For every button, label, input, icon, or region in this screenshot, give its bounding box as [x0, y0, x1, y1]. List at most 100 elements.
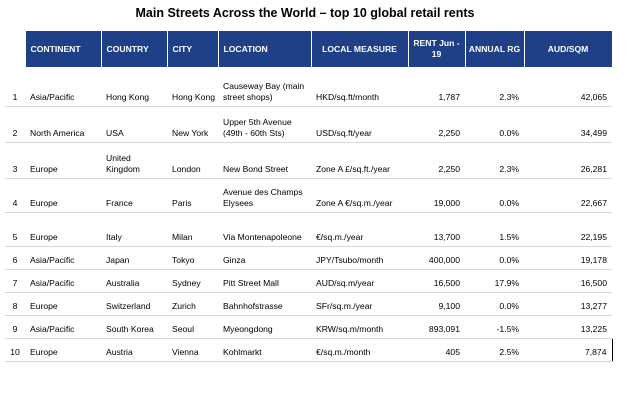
location-cell: Via Montenapoleone — [218, 212, 311, 247]
rank-cell: 3 — [5, 142, 25, 179]
country-cell: France — [101, 178, 167, 213]
country-header: COUNTRY — [101, 31, 168, 67]
rent-cell: 2,250 — [408, 106, 465, 143]
rank-cell: 10 — [5, 338, 25, 362]
continent-cell: Asia/Pacific — [25, 246, 101, 270]
measure-cell: Zone A £/sq.ft./year — [311, 142, 408, 179]
city-cell: Vienna — [167, 338, 218, 362]
measure-cell: KRW/sq.m/month — [311, 315, 408, 339]
aud-sqm-cell: 34,499 — [524, 106, 612, 143]
continent-cell: Asia/Pacific — [25, 67, 101, 107]
rent-cell: 19,000 — [408, 178, 465, 213]
location-cell: Bahnhofstrasse — [218, 292, 311, 316]
annual-rg-cell: 0.0% — [465, 246, 524, 270]
aud-sqm-cell: 26,281 — [524, 142, 612, 179]
measure-cell: €/sq.m./year — [311, 212, 408, 247]
annual-rg-cell: 1.5% — [465, 212, 524, 247]
table-row: 4 Europe France Paris Avenue des Champs … — [5, 178, 612, 213]
annual-rg-cell: 0.0% — [465, 106, 524, 143]
location-cell: Avenue des Champs Elysees — [218, 178, 311, 213]
city-cell: London — [167, 142, 218, 179]
table-row: 6 Asia/Pacific Japan Tokyo Ginza JPY/Tsu… — [5, 246, 612, 270]
rank-cell: 4 — [5, 178, 25, 213]
rent-cell: 13,700 — [408, 212, 465, 247]
aud-sqm-cell: 19,178 — [524, 246, 612, 270]
continent-header: CONTINENT — [25, 31, 102, 67]
continent-cell: Europe — [25, 142, 101, 179]
city-cell: Zurich — [167, 292, 218, 316]
measure-cell: SFr/sq.m./year — [311, 292, 408, 316]
rank-cell: 5 — [5, 212, 25, 247]
city-cell: Paris — [167, 178, 218, 213]
aud-sqm-header: AUD/SQM — [524, 31, 613, 67]
page-title: Main Streets Across the World – top 10 g… — [135, 6, 475, 20]
measure-cell: JPY/Tsubo/month — [311, 246, 408, 270]
continent-cell: Asia/Pacific — [25, 315, 101, 339]
annual-rg-header: ANNUAL RG — [465, 31, 525, 67]
country-cell: USA — [101, 106, 167, 143]
rent-cell: 1,787 — [408, 67, 465, 107]
country-cell: United Kingdom — [101, 142, 167, 179]
location-cell: Myeongdong — [218, 315, 311, 339]
retail-rents-table: CONTINENT COUNTRY CITY LOCATION LOCAL ME… — [5, 31, 613, 362]
measure-header: LOCAL MEASURE — [311, 31, 409, 67]
measure-cell: Zone A €/sq.m./year — [311, 178, 408, 213]
annual-rg-cell: -1.5% — [465, 315, 524, 339]
rank-cell: 6 — [5, 246, 25, 270]
annual-rg-cell: 2.3% — [465, 67, 524, 107]
rent-cell: 2,250 — [408, 142, 465, 179]
location-cell: Upper 5th Avenue (49th - 60th Sts) — [218, 106, 311, 143]
location-cell: Pitt Street Mall — [218, 269, 311, 293]
measure-cell: €/sq.m./month — [311, 338, 408, 362]
rank-cell: 2 — [5, 106, 25, 143]
aud-sqm-cell: 13,225 — [524, 315, 612, 339]
continent-cell: Europe — [25, 178, 101, 213]
measure-cell: USD/sq.ft/year — [311, 106, 408, 143]
annual-rg-cell: 17.9% — [465, 269, 524, 293]
table-row: 1 Asia/Pacific Hong Kong Hong Kong Cause… — [5, 67, 612, 107]
continent-cell: Europe — [25, 212, 101, 247]
rank-cell: 9 — [5, 315, 25, 339]
aud-sqm-cell: 42,065 — [524, 67, 612, 107]
table-row: 7 Asia/Pacific Australia Sydney Pitt Str… — [5, 269, 612, 293]
table-row: 2 North America USA New York Upper 5th A… — [5, 106, 612, 143]
rent-cell: 405 — [408, 338, 465, 362]
aud-sqm-cell: 22,667 — [524, 178, 612, 213]
continent-cell: Europe — [25, 292, 101, 316]
table-row: 5 Europe Italy Milan Via Montenapoleone … — [5, 212, 612, 247]
table-row: 9 Asia/Pacific South Korea Seoul Myeongd… — [5, 315, 612, 339]
rent-cell: 400,000 — [408, 246, 465, 270]
location-cell: Ginza — [218, 246, 311, 270]
country-cell: Switzerland — [101, 292, 167, 316]
rank-header — [5, 31, 26, 67]
aud-sqm-cell: 13,277 — [524, 292, 612, 316]
rank-cell: 8 — [5, 292, 25, 316]
city-cell: Tokyo — [167, 246, 218, 270]
continent-cell: Europe — [25, 338, 101, 362]
annual-rg-cell: 0.0% — [465, 178, 524, 213]
aud-sqm-cell: 22,195 — [524, 212, 612, 247]
annual-rg-cell: 2.3% — [465, 142, 524, 179]
rank-cell: 1 — [5, 67, 25, 107]
aud-sqm-cell: 16,500 — [524, 269, 612, 293]
rank-cell: 7 — [5, 269, 25, 293]
city-cell: Seoul — [167, 315, 218, 339]
rent-header: RENT Jun - 19 — [408, 31, 466, 67]
measure-cell: AUD/sq.m/year — [311, 269, 408, 293]
table-header-row: CONTINENT COUNTRY CITY LOCATION LOCAL ME… — [5, 31, 613, 67]
annual-rg-cell: 0.0% — [465, 292, 524, 316]
continent-cell: Asia/Pacific — [25, 269, 101, 293]
city-cell: Milan — [167, 212, 218, 247]
country-cell: Hong Kong — [101, 67, 167, 107]
continent-cell: North America — [25, 106, 101, 143]
city-header: CITY — [167, 31, 219, 67]
city-cell: New York — [167, 106, 218, 143]
country-cell: South Korea — [101, 315, 167, 339]
rent-cell: 16,500 — [408, 269, 465, 293]
measure-cell: HKD/sq.ft/month — [311, 67, 408, 107]
country-cell: Italy — [101, 212, 167, 247]
city-cell: Hong Kong — [167, 67, 218, 107]
annual-rg-cell: 2.5% — [465, 338, 524, 362]
location-cell: Causeway Bay (main street shops) — [218, 67, 311, 107]
city-cell: Sydney — [167, 269, 218, 293]
